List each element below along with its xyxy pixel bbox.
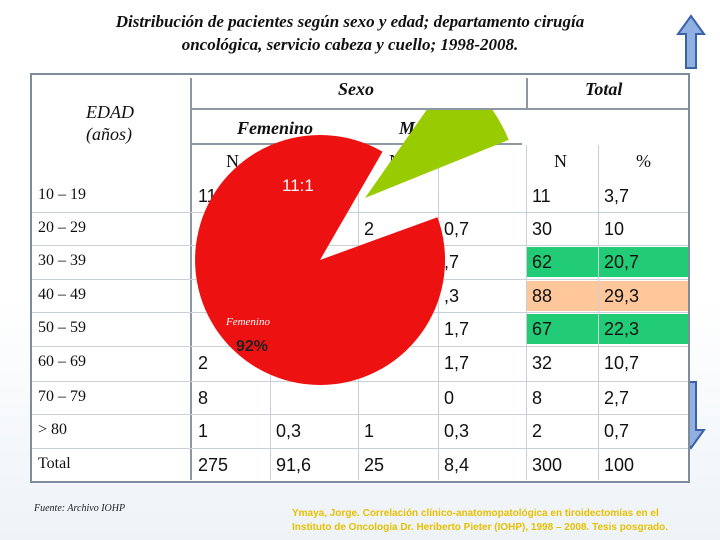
row-divider [32,381,688,382]
total-pct-header: % [636,151,651,171]
pie-femenino-pct: 92% [236,338,269,355]
table-cell: 8,4 [444,455,470,475]
table-cell: 30 [532,219,553,239]
age-group-label: 40 – 49 [38,286,86,303]
row-divider [32,414,688,415]
age-group-label: 60 – 69 [38,353,86,370]
table-cell: 32 [532,353,553,373]
row-divider [32,448,688,449]
header-divider [192,108,688,110]
age-group-label: Total [38,455,71,472]
pie-ratio-label: 11:1 [282,176,314,195]
pie-slice-femenino [195,134,446,385]
age-group-label: 70 – 79 [38,388,86,405]
table-cell: 11 [532,186,551,206]
age-group-label: > 80 [38,421,68,438]
page-title: Distribución de pacientes según sexo y e… [40,10,660,56]
table-cell: 275 [198,455,229,475]
age-group-label: 50 – 59 [38,319,86,336]
table-cell: 1 [198,421,209,441]
table-cell: 22,3 [598,314,688,344]
citation-line-2: Instituto de Oncología Dr. Heriberto Pie… [292,522,669,533]
table-cell: 0,7 [444,219,470,239]
table-cell: 0,3 [444,421,470,441]
table-cell: 1,7 [444,353,470,373]
table-cell: 2,7 [604,388,630,408]
edad-header: EDAD [86,102,134,122]
total-n-header: N [554,151,567,171]
title-line-1: Distribución de pacientes según sexo y e… [115,12,585,31]
table-cell: 10,7 [604,353,640,373]
fem-n-header: N [226,151,239,171]
table-cell: 300 [532,455,563,475]
column-divider [438,145,439,480]
table-cell: 100 [604,455,635,475]
table-cell: 91,6 [276,455,312,475]
sexo-header: Sexo [338,79,374,99]
table-cell: 8 [532,388,543,408]
table-cell: 10 [604,219,625,239]
table-cell: 1,7 [444,319,470,339]
age-group-label: 20 – 29 [38,219,86,236]
table-cell: 29,3 [598,281,688,311]
table-cell: 2 [532,421,543,441]
table-cell: 2 [364,219,375,239]
citation: Ymaya, Jorge. Correlación clínico-anatom… [292,507,712,535]
pie-femenino-label: Femenino [226,316,270,328]
table-cell: 1 [364,421,375,441]
header-divider-v [526,78,528,108]
table-cell: 0 [444,388,455,408]
table-cell: 8 [198,388,209,408]
table-cell: 3,7 [604,186,630,206]
table-cell: 25 [364,455,385,475]
up-arrow-icon[interactable] [676,14,706,70]
pie-masculino-pct: 8% [430,178,452,195]
table-cell: 62 [526,247,598,277]
source-note: Fuente: Archivo IOHP [34,503,126,514]
sex-ratio-pie-chart: 11:1 Femenino 92% 8% [190,71,530,390]
table-cell: 20,7 [598,247,688,277]
table-cell: 0,3 [276,421,302,441]
citation-line-1: Ymaya, Jorge. Correlación clínico-anatom… [292,508,659,519]
table-cell: 2 [198,353,209,373]
edad-units: (años) [86,124,132,144]
column-divider [526,145,527,480]
table-cell: 67 [526,314,598,344]
table-cell: 88 [526,281,598,311]
total-header: Total [585,79,623,99]
femenino-header: Femenino [237,118,314,138]
age-group-label: 30 – 39 [38,252,86,269]
row-divider [32,212,688,213]
column-divider [598,145,599,480]
title-line-2: oncológica, servicio cabeza y cuello; 19… [181,35,519,54]
table-cell: ,7 [444,252,460,272]
table-cell: 0,7 [604,421,630,441]
table-cell: ,3 [444,286,460,306]
age-group-label: 10 – 19 [38,186,86,203]
